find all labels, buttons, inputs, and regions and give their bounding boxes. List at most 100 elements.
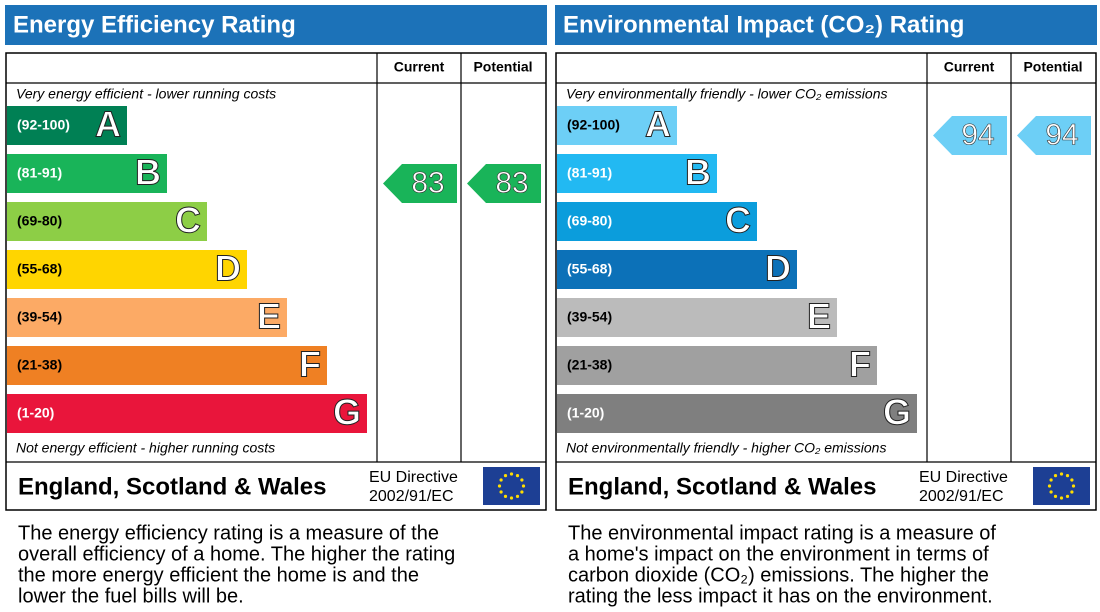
eu-star bbox=[520, 478, 524, 482]
band-range: (55-68) bbox=[567, 261, 612, 277]
band-letter: F bbox=[299, 344, 321, 385]
current-rating-value: 94 bbox=[961, 118, 994, 151]
eu-star bbox=[1047, 484, 1052, 488]
band-range: (1-20) bbox=[17, 405, 54, 421]
potential-rating-value: 94 bbox=[1045, 118, 1078, 151]
eu-star bbox=[1070, 490, 1074, 494]
band-range: (1-20) bbox=[567, 405, 604, 421]
bottom-note: Not energy efficient - higher running co… bbox=[16, 440, 275, 456]
rating-band bbox=[557, 298, 837, 337]
rating-band bbox=[557, 250, 797, 289]
eu-star bbox=[497, 484, 502, 488]
eu-star bbox=[499, 478, 503, 482]
column-header: Current bbox=[944, 59, 995, 75]
band-letter: D bbox=[215, 248, 241, 289]
band-range: (39-54) bbox=[567, 309, 612, 325]
band-range: (92-100) bbox=[567, 117, 620, 133]
column-header: Potential bbox=[473, 59, 532, 75]
band-letter: B bbox=[135, 152, 161, 193]
band-range: (81-91) bbox=[17, 165, 62, 181]
region: England, Scotland & Wales bbox=[18, 473, 326, 500]
band-letter: E bbox=[807, 296, 831, 337]
band-range: (81-91) bbox=[567, 165, 612, 181]
band-range: (21-38) bbox=[17, 357, 62, 373]
panel-title: Environmental Impact (CO₂) Rating bbox=[563, 11, 964, 38]
band-letter: F bbox=[849, 344, 871, 385]
description-line: carbon dioxide (CO₂) emissions. The high… bbox=[568, 564, 989, 586]
band-letter: A bbox=[645, 104, 671, 145]
eu-star bbox=[515, 474, 520, 478]
eu-star bbox=[521, 484, 526, 488]
rating-band bbox=[7, 154, 167, 193]
band-letter: B bbox=[685, 152, 711, 193]
rating-band bbox=[557, 154, 717, 193]
potential-rating-value: 83 bbox=[495, 166, 528, 199]
current-rating-arrow bbox=[383, 164, 457, 203]
directive: EU Directive bbox=[919, 469, 1008, 486]
column-header: Current bbox=[394, 59, 445, 75]
eu-star bbox=[503, 474, 508, 478]
description-line: lower the fuel bills will be. bbox=[18, 585, 244, 607]
panel-title: Energy Efficiency Rating bbox=[13, 11, 296, 38]
band-range: (92-100) bbox=[17, 117, 70, 133]
band-range: (39-54) bbox=[17, 309, 62, 325]
rating-band bbox=[557, 346, 877, 385]
top-note: Very environmentally friendly - lower CO… bbox=[566, 86, 887, 102]
band-letter: G bbox=[333, 392, 361, 433]
description-line: The energy efficiency rating is a measur… bbox=[18, 522, 439, 544]
description-line: rating the less impact it has on the env… bbox=[568, 585, 993, 607]
rating-band bbox=[7, 394, 367, 433]
band-letter: E bbox=[257, 296, 281, 337]
eu-star bbox=[1071, 484, 1076, 488]
eu-star bbox=[1059, 472, 1064, 476]
current-rating-value: 83 bbox=[411, 166, 444, 199]
potential-rating-arrow bbox=[1017, 116, 1091, 155]
eu-star bbox=[1065, 474, 1070, 478]
band-letter: G bbox=[883, 392, 911, 433]
band-letter: A bbox=[95, 104, 121, 145]
region: England, Scotland & Wales bbox=[568, 473, 876, 500]
rating-band bbox=[557, 202, 757, 241]
eu-star bbox=[1049, 490, 1053, 494]
eu-star bbox=[509, 496, 514, 500]
eu-star bbox=[1070, 478, 1074, 482]
top-note: Very energy efficient - lower running co… bbox=[16, 86, 276, 102]
rating-band bbox=[7, 298, 287, 337]
band-letter: C bbox=[175, 200, 201, 241]
rating-band bbox=[7, 250, 247, 289]
eu-star bbox=[1065, 494, 1070, 498]
band-range: (21-38) bbox=[567, 357, 612, 373]
eu-star bbox=[1053, 474, 1058, 478]
description-line: the more energy efficient the home is an… bbox=[18, 564, 419, 586]
eu-star bbox=[1053, 494, 1058, 498]
current-rating-arrow bbox=[933, 116, 1007, 155]
eu-star bbox=[515, 494, 520, 498]
rating-band bbox=[7, 202, 207, 241]
directive: EU Directive bbox=[369, 469, 458, 486]
eu-star bbox=[520, 490, 524, 494]
band-range: (69-80) bbox=[17, 213, 62, 229]
rating-band bbox=[557, 106, 677, 145]
rating-band bbox=[7, 106, 127, 145]
directive: 2002/91/EC bbox=[369, 488, 454, 505]
potential-rating-arrow bbox=[467, 164, 541, 203]
column-header: Potential bbox=[1023, 59, 1082, 75]
band-range: (55-68) bbox=[17, 261, 62, 277]
description-line: a home's impact on the environment in te… bbox=[568, 543, 989, 565]
rating-band bbox=[7, 346, 327, 385]
band-letter: C bbox=[725, 200, 751, 241]
directive: 2002/91/EC bbox=[919, 488, 1004, 505]
band-range: (69-80) bbox=[567, 213, 612, 229]
header-bar bbox=[555, 5, 1097, 45]
bottom-note: Not environmentally friendly - higher CO… bbox=[566, 440, 886, 456]
rating-band bbox=[557, 394, 917, 433]
eu-star bbox=[1059, 496, 1064, 500]
description-line: The environmental impact rating is a mea… bbox=[568, 522, 996, 544]
header-bar bbox=[5, 5, 547, 45]
eu-star bbox=[1049, 478, 1053, 482]
eu-star bbox=[503, 494, 508, 498]
eu-star bbox=[499, 490, 503, 494]
eu-star bbox=[509, 472, 514, 476]
band-letter: D bbox=[765, 248, 791, 289]
